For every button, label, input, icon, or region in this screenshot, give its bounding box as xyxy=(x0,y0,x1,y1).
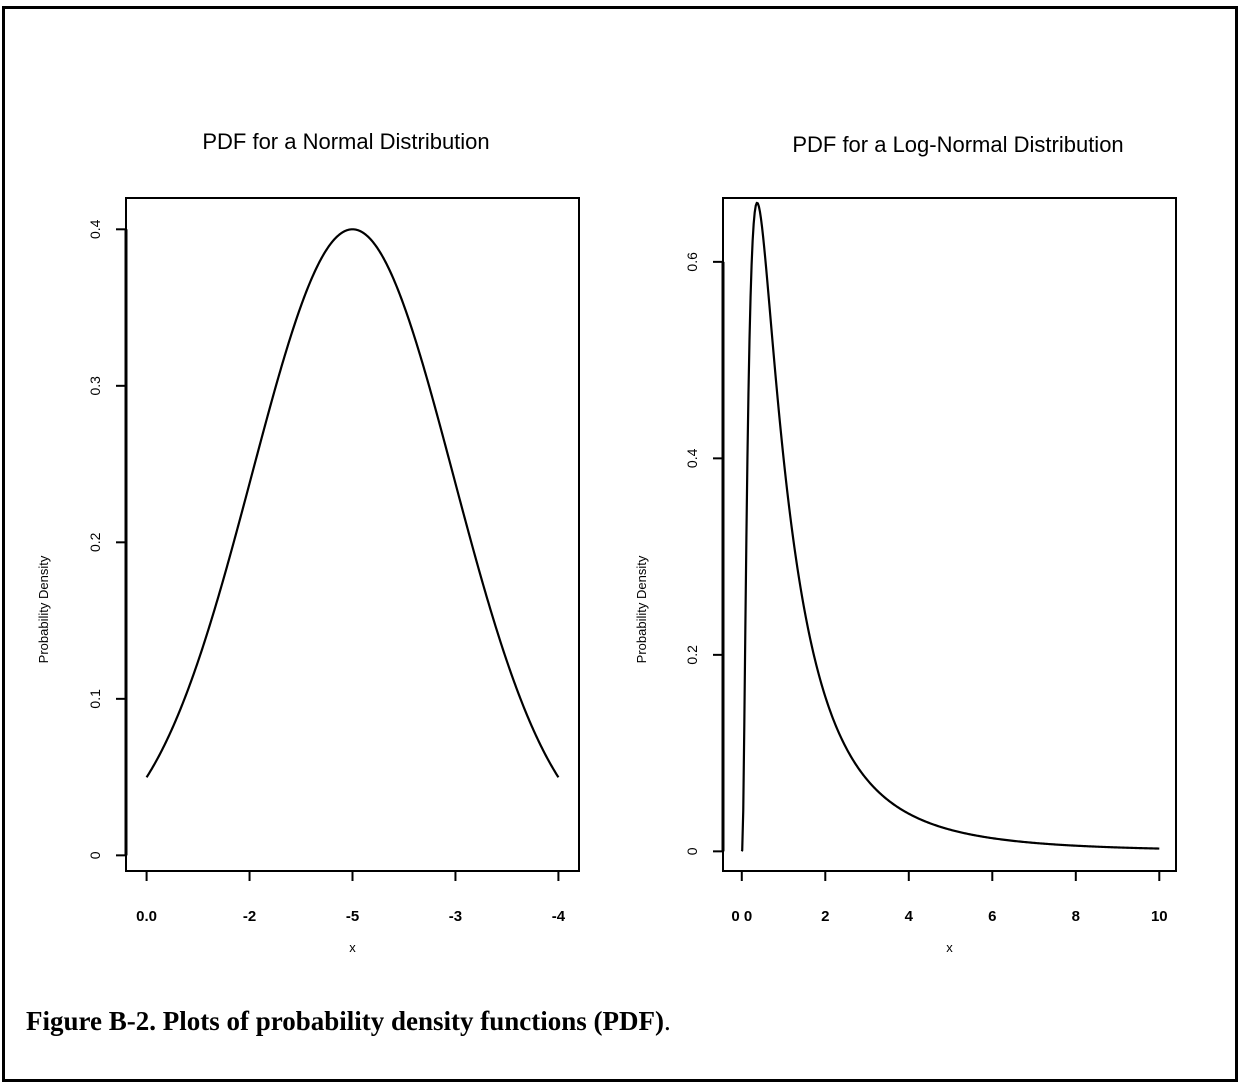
lognormal-x-tick-label: 4 xyxy=(905,908,914,925)
normal-x-axis-label: x xyxy=(349,940,356,955)
lognormal-x-tick-label: 8 xyxy=(1072,908,1080,925)
normal-y-axis-label: Probability Density xyxy=(36,555,51,663)
lognormal-x-axis-label: x xyxy=(946,940,953,955)
normal-y-tick-label: 0.2 xyxy=(87,532,103,552)
caption-period: . xyxy=(664,1006,671,1036)
normal-y-tick-label: 0 xyxy=(87,851,103,859)
lognormal-y-tick-label: 0.2 xyxy=(684,645,700,665)
normal-density-curve xyxy=(145,228,560,778)
lognormal-x-tick-label: 10 xyxy=(1151,908,1168,925)
figure-frame xyxy=(2,6,1238,1082)
normal-y-tick-label: 0.3 xyxy=(87,376,103,396)
lognormal-x-tick-label: 2 xyxy=(821,908,829,925)
normal-plot-frame xyxy=(125,197,580,872)
lognormal-y-tick-label: 0.4 xyxy=(684,448,700,468)
lognormal-chart-title: PDF for a Log-Normal Distribution xyxy=(792,132,1123,157)
normal-y-tick-label: 0.4 xyxy=(87,219,103,239)
lognormal-x-tick-label: 6 xyxy=(988,908,996,925)
lognormal-y-tick-label: 0 xyxy=(684,847,700,855)
caption-text: Figure B-2. Plots of probability density… xyxy=(26,1006,665,1036)
lognormal-plot-frame xyxy=(722,197,1177,872)
normal-y-tick-label: 0.1 xyxy=(87,689,103,709)
lognormal-density-curve xyxy=(740,201,1160,852)
normal-x-tick-label: -5 xyxy=(346,908,359,925)
normal-chart-title: PDF for a Normal Distribution xyxy=(202,129,489,154)
normal-x-tick-label: -4 xyxy=(552,908,566,925)
figure-caption: Figure B-2. Plots of probability density… xyxy=(26,1006,671,1037)
normal-x-tick-label: -3 xyxy=(449,908,462,925)
lognormal-y-axis-label: Probability Density xyxy=(634,555,649,663)
normal-x-tick-label: -2 xyxy=(243,908,256,925)
lognormal-x-tick-label: 0 0 xyxy=(731,908,752,925)
normal-x-tick-label: 0.0 xyxy=(136,908,157,925)
lognormal-y-tick-label: 0.6 xyxy=(684,252,700,272)
